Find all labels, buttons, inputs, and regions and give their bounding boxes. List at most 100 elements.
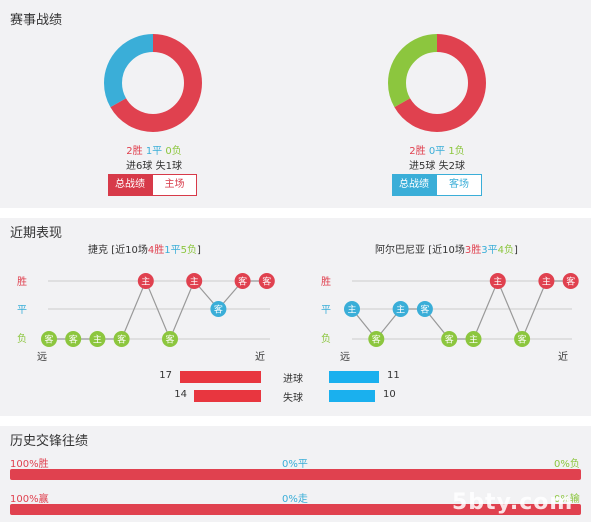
right-form-venue-6: 主 [469, 334, 478, 346]
watermark: 5bty.com [452, 490, 574, 515]
right-record-donut [388, 34, 486, 132]
h2h-row2-draw: 0%走 [282, 494, 308, 505]
left-form-venue-8: 客 [214, 304, 223, 316]
goals-for-left-bar [180, 371, 261, 383]
right-form-point-6 [465, 331, 482, 347]
left-tab-total[interactable]: 总战绩 [108, 174, 152, 196]
left-record-donut [104, 34, 202, 132]
h2h-title: 历史交锋往绩 [10, 434, 89, 449]
right-form-point-10 [562, 273, 579, 289]
right-recent-header: 阿尔巴尼亚 [近10场3胜3平4负] [375, 241, 518, 256]
right-form-point-2 [368, 331, 385, 347]
left-form-point-4 [113, 331, 130, 347]
divider-2 [0, 416, 591, 426]
h2h-row1-draw: 0%平 [282, 459, 308, 470]
recent-title: 近期表现 [10, 226, 63, 241]
goals-for-right-bar [329, 371, 379, 383]
goals-against-left-bar [194, 390, 261, 402]
left-team-name: 捷克 [88, 245, 108, 256]
left-header-post: ] [196, 245, 201, 256]
left-form-point-7 [186, 273, 203, 289]
right-tab-total[interactable]: 总战绩 [392, 174, 436, 196]
left-form-venue-10: 客 [262, 276, 271, 288]
left-form-venue-1: 客 [44, 334, 53, 346]
left-form-point-3 [89, 331, 106, 347]
left-form-point-8 [210, 301, 227, 317]
right-form-venue-3: 主 [396, 304, 405, 316]
left-draws: 1平 [145, 146, 163, 157]
left-form-venue-7: 主 [190, 276, 199, 288]
goals-against-left-value: 14 [174, 389, 187, 400]
left-form-venue-4: 客 [117, 334, 126, 346]
goals-against-right-value: 10 [383, 389, 396, 400]
right-form-venue-4: 客 [420, 304, 429, 316]
right-record-summary: 2胜 0平 1负 [387, 142, 487, 157]
right-form-venue-10: 客 [566, 276, 575, 288]
right-form-line [351, 279, 571, 341]
right-form-point-4 [416, 301, 433, 317]
right-header-pre: [近10场 [428, 245, 465, 256]
left-form-point-2 [65, 331, 82, 347]
right-form-point-8 [514, 331, 531, 347]
right-form-point-5 [441, 331, 458, 347]
right-header-losses: 4负 [497, 245, 514, 256]
left-donut-slice-draw [104, 34, 202, 132]
h2h-row1-win: 100%胜 [10, 459, 49, 470]
left-axis-far: 远 [37, 351, 47, 363]
right-form-venue-8: 客 [518, 334, 527, 346]
left-losses: 0负 [165, 146, 182, 157]
h2h-row2-win: 100%赢 [10, 494, 49, 505]
h2h-row2-bar [10, 504, 581, 515]
right-goals: 进5球 失2球 [409, 161, 465, 172]
left-record-summary: 2胜 1平 0负 [104, 142, 204, 157]
right-form-point-1 [344, 301, 360, 317]
right-row-label-draw: 平 [321, 305, 331, 316]
left-header-pre: [近10场 [111, 245, 148, 256]
left-wins: 2胜 [126, 146, 143, 157]
right-form-point-3 [392, 301, 409, 317]
right-tab-away[interactable]: 客场 [436, 174, 482, 196]
goals-for-left-value: 17 [159, 370, 172, 381]
left-axis-near: 近 [255, 350, 265, 363]
left-form-venue-6: 客 [165, 334, 174, 346]
left-form-point-10 [258, 273, 275, 289]
divider-1 [0, 208, 591, 218]
right-form-point-7 [489, 273, 506, 289]
right-form-venue-1: 主 [347, 304, 356, 316]
right-header-wins: 3胜 [464, 245, 482, 256]
right-wins: 2胜 [409, 146, 426, 157]
record-section: 赛事战绩 2胜 1平 0负 进6球 失1球 总战绩 主场 2胜 0平 1负 进5… [0, 0, 591, 208]
left-form-point-9 [234, 273, 251, 289]
h2h-row1-loss: 0%负 [554, 459, 580, 470]
left-recent-header: 捷克 [近10场4胜1平5负] [88, 241, 201, 256]
right-form-venue-7: 主 [493, 276, 502, 288]
right-row-label-loss: 负 [321, 332, 331, 345]
right-axis-near: 近 [558, 350, 568, 363]
record-title: 赛事战绩 [10, 13, 63, 28]
left-row-label-draw: 平 [17, 305, 27, 316]
left-form-venue-3: 主 [93, 334, 102, 346]
goals-against-right-bar [329, 390, 375, 402]
left-form-point-1 [41, 331, 57, 347]
left-form-point-6 [162, 331, 178, 347]
recent-section: 近期表现 捷克 [近10场4胜1平5负] 阿尔巴尼亚 [近10场3胜3平4负] … [0, 218, 591, 416]
left-header-losses: 5负 [180, 245, 197, 256]
left-form-venue-9: 客 [238, 276, 247, 288]
left-tab-home[interactable]: 主场 [152, 174, 197, 196]
right-header-post: ] [513, 245, 518, 256]
goals-for-label: 进球 [283, 374, 303, 385]
right-draws: 0平 [428, 146, 446, 157]
right-donut-slice-loss [388, 34, 486, 132]
right-losses: 1负 [448, 146, 465, 157]
right-form-venue-2: 客 [372, 334, 381, 346]
h2h-section: 历史交锋往绩 100%胜 0%平 0%负 100%赢 0%走 0%输 5bty.… [0, 426, 591, 522]
left-form-chart: 胜 平 负 客客主客主客主客客客 远 近 [17, 273, 275, 363]
left-row-label-loss: 负 [17, 332, 27, 345]
right-form-point-9 [538, 273, 555, 289]
right-header-draws: 3平 [481, 245, 498, 256]
right-form-venue-5: 客 [445, 334, 454, 346]
left-goals: 进6球 失1球 [126, 161, 182, 172]
left-header-wins: 4胜 [147, 245, 165, 256]
h2h-row2-loss: 0%输 [554, 494, 580, 505]
right-form-chart: 胜 平 负 主客主 客客 主主客主客 远 近 [321, 273, 579, 363]
